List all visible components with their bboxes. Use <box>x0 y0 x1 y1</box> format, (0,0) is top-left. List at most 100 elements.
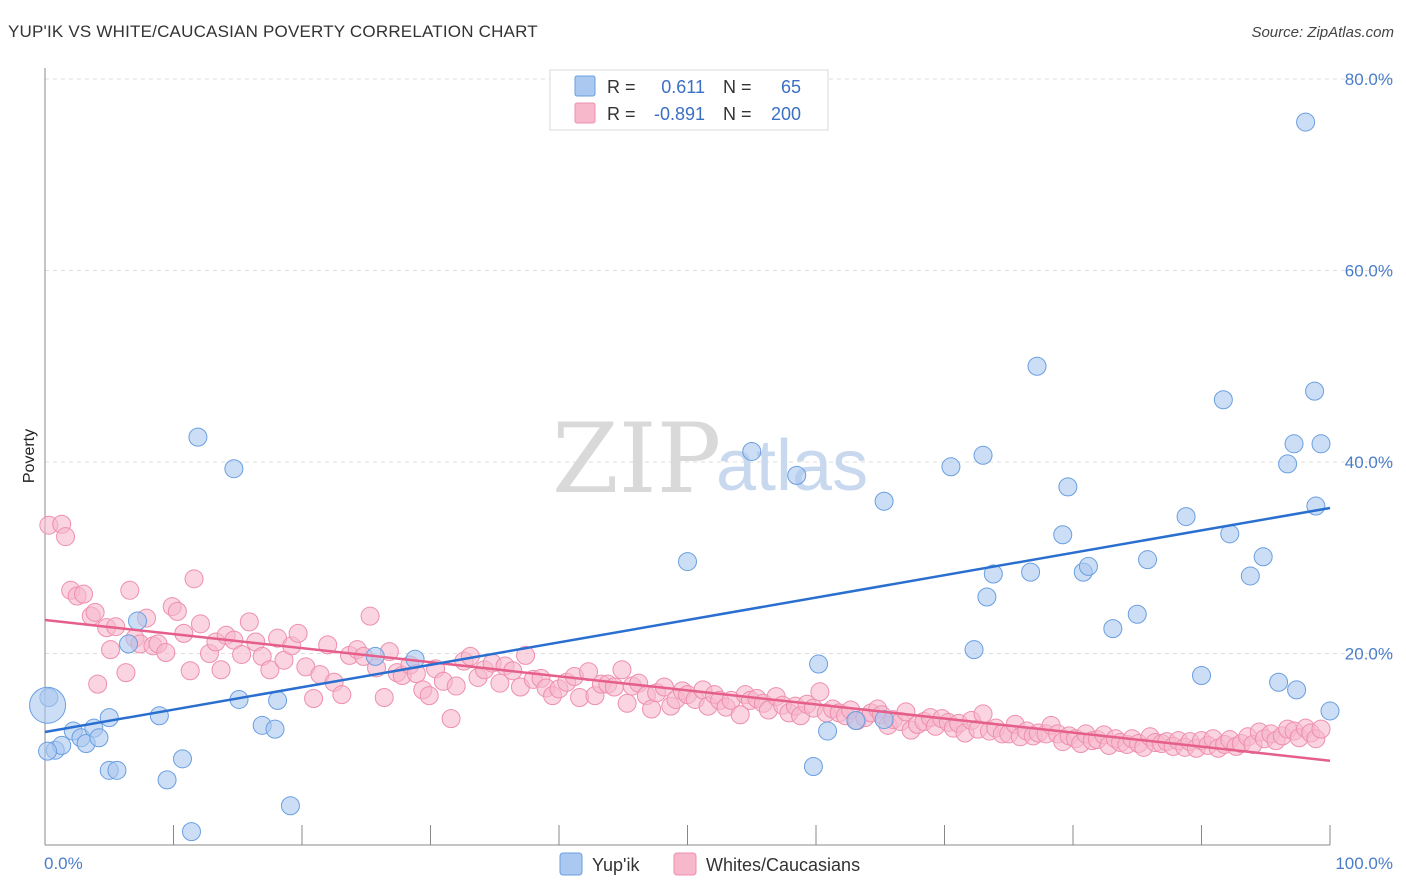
series-legend-swatch-yupik <box>559 852 583 876</box>
yupik-point <box>846 711 866 731</box>
whites-caucasians-point <box>441 709 461 729</box>
legend-r-value-1: 0.611 <box>661 77 705 97</box>
yupik-point <box>1192 666 1211 686</box>
grid-lines <box>45 78 1393 654</box>
yupik-point <box>268 690 288 710</box>
yupik-point <box>157 770 177 790</box>
yupik-point <box>181 822 201 842</box>
yupik-point <box>1176 507 1196 527</box>
watermark: ZIP atlas <box>552 403 868 515</box>
yupik-point <box>224 459 244 479</box>
yupik-point <box>1213 390 1233 410</box>
yupik-point <box>874 491 894 511</box>
whites-caucasians-point <box>490 673 510 693</box>
legend-r-label-2: R = <box>607 104 636 124</box>
whites-caucasians-point <box>180 661 200 681</box>
whites-caucasians-point <box>446 676 466 696</box>
x-tick-label-max: 100.0% <box>1335 854 1393 873</box>
chart-title: YUP'IK VS WHITE/CAUCASIAN POVERTY CORREL… <box>8 22 538 41</box>
yupik-point <box>1311 434 1331 454</box>
source-label: Source: ZipAtlas.com <box>1251 24 1394 41</box>
y-tick-label: 60.0% <box>1345 262 1393 281</box>
y-axis-title: Poverty <box>21 429 38 483</box>
yupik-point <box>1320 701 1340 721</box>
yupik-point <box>1296 112 1316 132</box>
whites-caucasians-point <box>612 660 632 680</box>
watermark-zip: ZIP <box>552 403 721 515</box>
whites-caucasians-point <box>260 660 280 680</box>
whites-caucasians-point <box>56 527 76 547</box>
y-tick-label: 80.0% <box>1345 70 1393 89</box>
legend-swatch-whites <box>574 102 596 124</box>
series-legend-swatch-whites <box>673 852 697 876</box>
x-tick-labels: 0.0% 100.0% <box>44 854 1393 873</box>
yupik-point <box>1284 434 1304 454</box>
whites-caucasians-point <box>1311 719 1331 739</box>
yupik-point <box>809 654 829 674</box>
yupik-point <box>89 728 109 748</box>
legend-n-value-2: 200 <box>771 104 801 124</box>
series-legend-label-whites: Whites/Caucasians <box>706 855 860 875</box>
yupik-point <box>1287 680 1307 700</box>
legend-swatch-yupik <box>574 75 596 97</box>
whites-caucasians-point <box>101 640 121 660</box>
whites-caucasians-trend-line <box>44 618 1331 762</box>
yupik-point <box>983 564 1003 584</box>
series-whites-caucasians-points <box>39 514 1331 758</box>
watermark-atlas: atlas <box>716 426 868 506</box>
yupik-point <box>742 441 762 461</box>
legend-n-value-1: 65 <box>781 77 801 97</box>
legend-frame <box>549 69 829 131</box>
yupik-point <box>973 445 993 465</box>
whites-caucasians-point <box>973 704 993 724</box>
yupik-point <box>1027 356 1047 376</box>
whites-caucasians-point <box>156 643 176 663</box>
legend-r-value-2: -0.891 <box>654 104 705 124</box>
whites-caucasians-point <box>419 686 439 706</box>
whites-caucasians-point <box>211 660 231 680</box>
whites-caucasians-point <box>88 674 108 694</box>
y-tick-label: 40.0% <box>1345 453 1393 472</box>
whites-caucasians-point <box>190 614 210 634</box>
yupik-point <box>818 721 838 741</box>
y-tick-label: 20.0% <box>1345 645 1393 664</box>
yupik-point <box>1253 547 1273 567</box>
trend-lines <box>44 506 1331 762</box>
yupik-point <box>803 756 823 776</box>
yupik-point <box>119 634 139 654</box>
whites-caucasians-point <box>85 602 105 622</box>
whites-caucasians-point <box>374 688 394 708</box>
yupik-point <box>1021 562 1041 582</box>
yupik-point <box>1269 672 1289 692</box>
whites-caucasians-point <box>232 644 252 664</box>
yupik-point <box>149 706 169 726</box>
yupik-trend-line <box>44 506 1331 734</box>
whites-caucasians-point <box>167 601 187 621</box>
yupik-point <box>128 611 148 631</box>
yupik-point <box>874 710 894 730</box>
x-tick-label-min: 0.0% <box>44 854 83 873</box>
yupik-point <box>265 719 285 739</box>
whites-caucasians-point <box>74 584 94 604</box>
yupik-point <box>99 708 119 728</box>
yupik-point <box>964 640 984 660</box>
yupik-point <box>1053 525 1073 545</box>
yupik-point <box>38 741 58 761</box>
whites-caucasians-point <box>288 623 308 643</box>
whites-caucasians-point <box>360 606 380 626</box>
yupik-point <box>172 749 192 769</box>
series-legend: Yup'ik Whites/Caucasians <box>559 852 860 876</box>
legend-r-label-1: R = <box>607 77 636 97</box>
whites-caucasians-point <box>239 612 259 632</box>
yupik-point <box>107 760 127 780</box>
whites-caucasians-point <box>120 580 140 600</box>
yupik-point <box>1078 556 1098 576</box>
whites-caucasians-point <box>810 682 830 702</box>
yupik-point <box>1305 381 1325 401</box>
y-tick-labels: 20.0% 40.0% 60.0% 80.0% <box>1345 70 1393 664</box>
yupik-point <box>1127 604 1147 624</box>
whites-caucasians-point <box>116 663 136 683</box>
yupik-point <box>678 552 697 572</box>
whites-caucasians-point <box>617 693 637 713</box>
